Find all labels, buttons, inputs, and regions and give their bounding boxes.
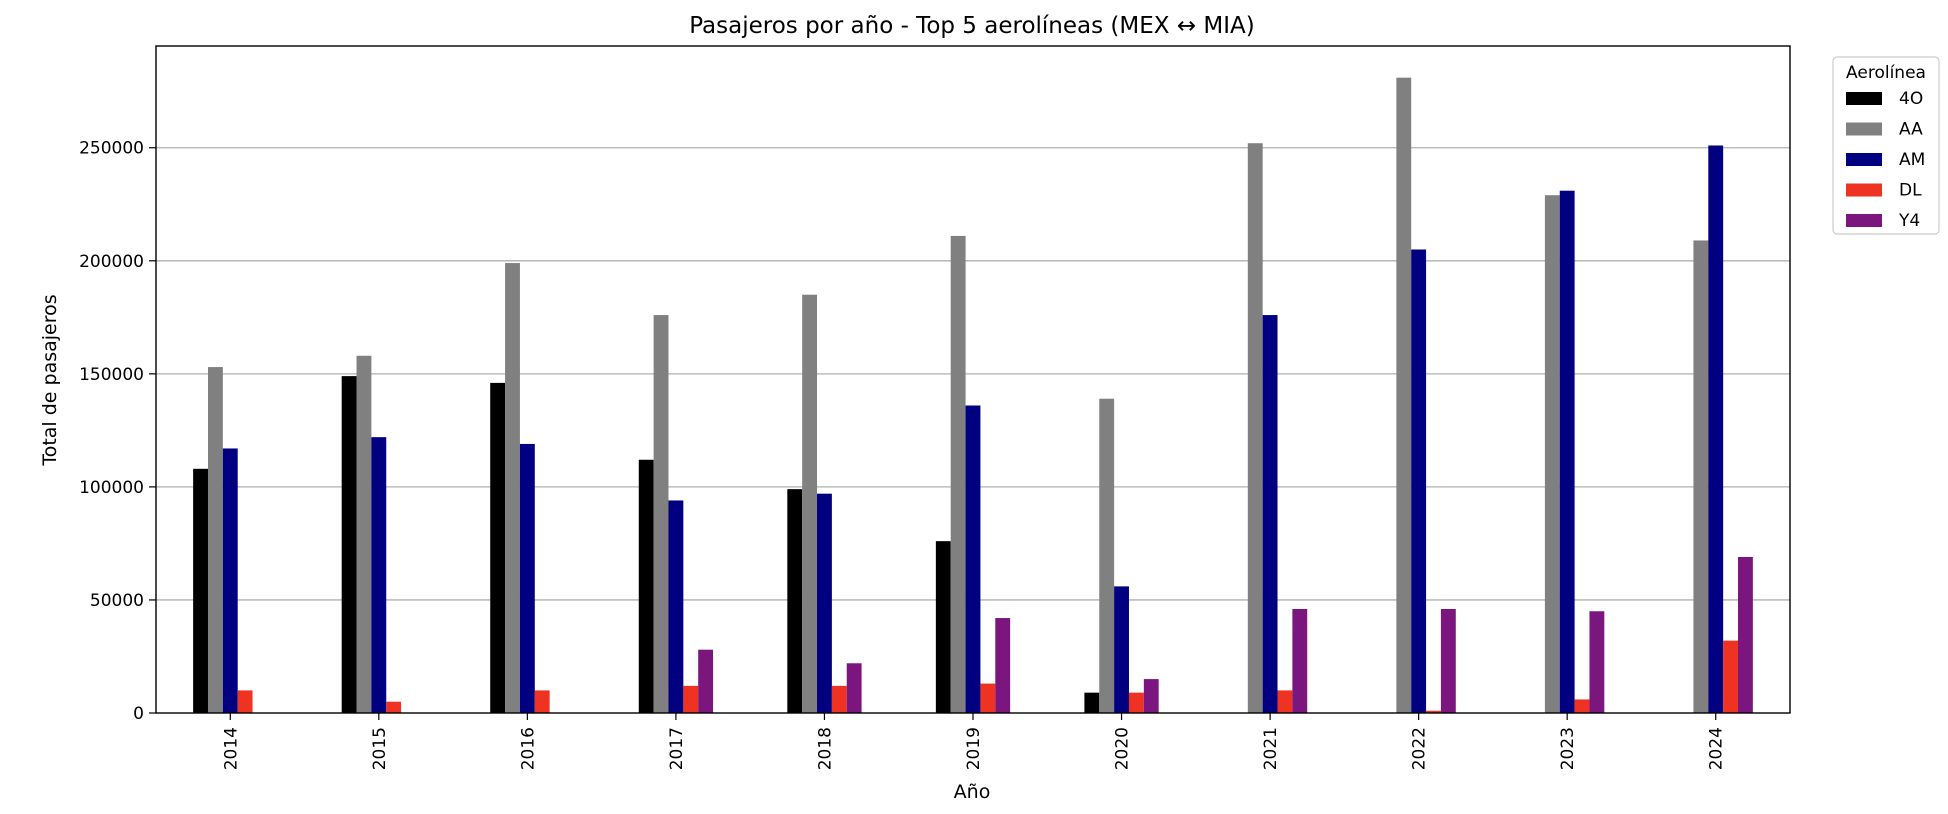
x-axis: 2014 2015 2016 2017 2018 2019 2020 2021 2022 2023… [221,713,1727,770]
x-tick-label: 2015 [370,727,390,770]
bar-aa-2016 [505,263,520,713]
legend-swatch-y4 [1846,214,1882,227]
legend-title: Aerolínea [1846,63,1926,83]
bar-dl-2014 [237,690,253,713]
bar-aa-2022 [1396,77,1412,713]
bar-aa-2021 [1247,143,1263,713]
x-tick-label: 2017 [667,727,687,770]
x-axis-label: Año [954,781,991,803]
legend-swatch-am [1846,153,1882,166]
bar-y4-2023 [1589,611,1605,713]
x-tick-label: 2023 [1558,727,1578,770]
bar-y4-2020 [1143,679,1159,713]
legend: Aerolínea 4O AA AM DL Y4 [1832,56,1940,235]
bar-y4-2021 [1292,608,1308,713]
bar-y4-2019 [995,618,1011,713]
bar-4o-2019 [935,541,951,713]
bar-dl-2017 [683,685,699,713]
legend-label-4o: 4O [1899,89,1923,109]
bars [193,77,1753,714]
y-axis-label: Total de pasajeros [39,294,61,466]
x-tick-label: 2018 [815,727,835,770]
bar-4o-2016 [490,382,506,713]
y-tick-label: 100000 [79,478,144,498]
bar-aa-2023 [1544,195,1560,713]
bar-am-2014 [222,448,238,713]
y-tick-label: 200000 [79,252,144,272]
bar-aa-2024 [1693,240,1709,714]
bar-dl-2022 [1426,710,1441,713]
bar-aa-2018 [802,294,818,713]
chart-title: Pasajeros por año - Top 5 aerolíneas (ME… [689,13,1255,39]
x-tick-label: 2020 [1113,727,1133,770]
bar-aa-2015 [356,355,372,713]
y-tick-label: 250000 [79,139,144,159]
bar-dl-2021 [1277,690,1293,713]
bar-dl-2024 [1723,640,1739,713]
bar-y4-2022 [1440,608,1456,713]
y-tick-label: 150000 [79,365,144,385]
bar-dl-2016 [534,690,550,713]
y-axis: 0 50000 100000 150000 200000 250000 [79,139,156,724]
bar-4o-2018 [787,489,803,713]
x-tick-label: 2024 [1707,727,1727,770]
legend-label-am: AM [1899,150,1925,170]
bar-am-2021 [1262,315,1278,713]
bar-am-2024 [1708,145,1724,713]
grid-lines [156,147,1790,601]
bar-am-2022 [1411,249,1427,714]
legend-items: 4O AA AM DL Y4 [1846,89,1925,231]
bar-aa-2019 [950,235,966,714]
bar-aa-2014 [207,367,223,713]
bar-4o-2014 [193,468,208,713]
x-tick-label: 2021 [1261,727,1281,770]
x-tick-label: 2014 [221,727,241,770]
bar-aa-2017 [653,315,669,713]
bar-am-2019 [965,405,981,713]
x-tick-label: 2016 [518,727,538,770]
bar-4o-2020 [1084,692,1100,713]
legend-label-y4: Y4 [1898,211,1920,231]
bar-dl-2023 [1574,699,1590,713]
bar-dl-2020 [1128,692,1144,713]
legend-label-dl: DL [1899,181,1922,201]
y-tick-label: 0 [133,704,144,724]
legend-swatch-dl [1846,183,1882,197]
bar-am-2016 [519,443,535,713]
bar-dl-2015 [386,701,402,713]
bar-aa-2020 [1099,398,1115,713]
x-tick-label: 2019 [964,727,984,770]
bar-dl-2018 [831,685,847,713]
bar-am-2015 [371,437,387,713]
legend-box [1832,56,1940,235]
y-tick-label: 50000 [90,591,144,611]
bar-y4-2018 [846,663,862,713]
bar-am-2023 [1559,190,1575,713]
bar-dl-2019 [980,683,996,713]
bar-4o-2017 [638,459,654,713]
legend-label-aa: AA [1899,120,1923,140]
bar-am-2018 [817,493,832,713]
legend-swatch-4o [1846,92,1882,105]
bar-y4-2024 [1738,556,1753,713]
bar-4o-2015 [341,376,357,713]
bar-y4-2017 [698,649,714,713]
x-tick-label: 2022 [1410,727,1430,770]
bar-am-2020 [1114,586,1129,713]
bar-am-2017 [668,500,684,713]
legend-swatch-aa [1846,122,1882,136]
